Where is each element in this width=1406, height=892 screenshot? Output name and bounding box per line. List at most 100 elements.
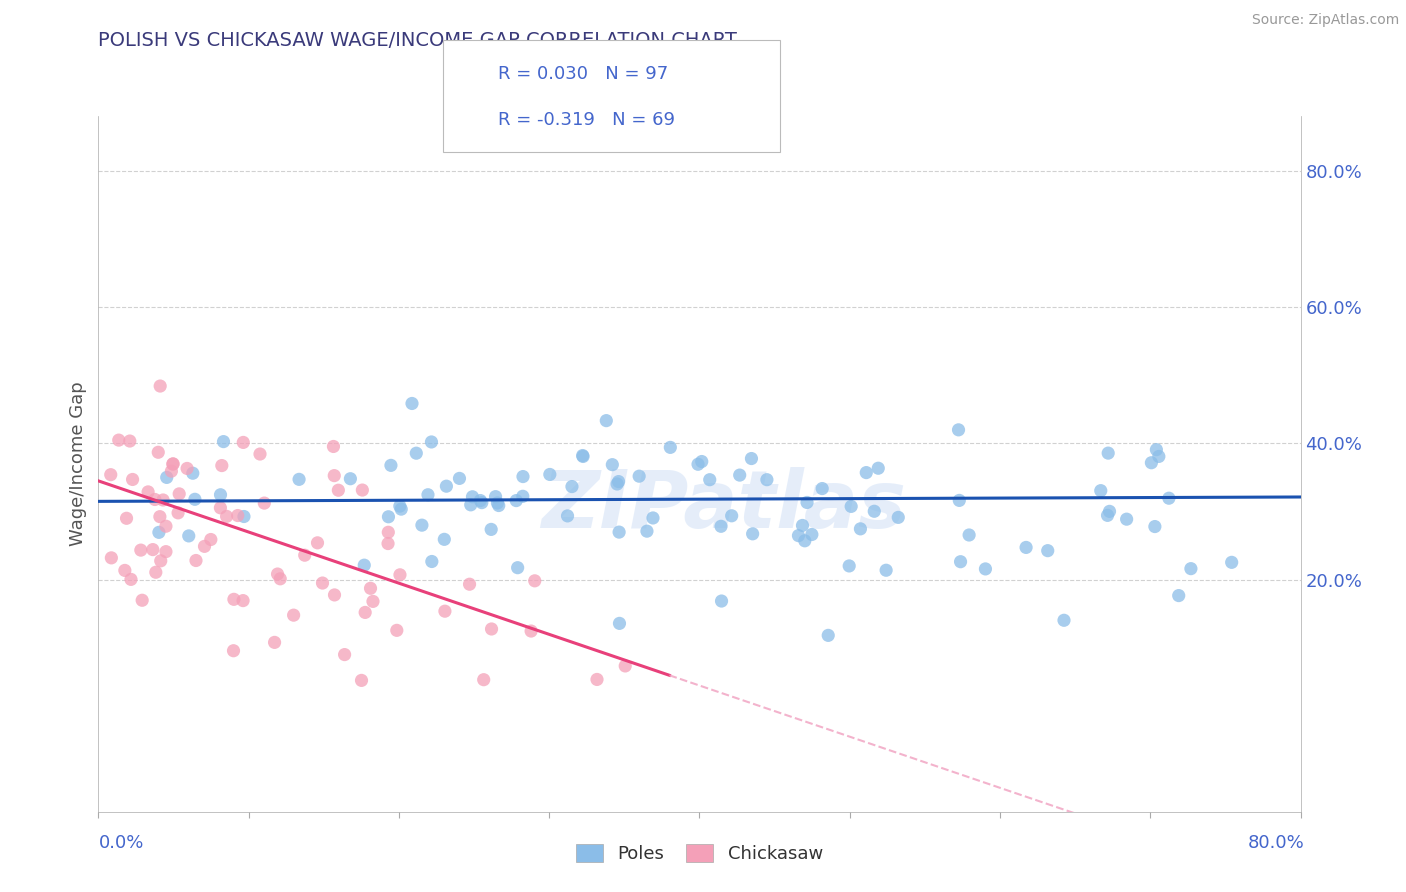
Point — [1220, 555, 1243, 569]
Point — [868, 461, 890, 475]
Point — [512, 469, 534, 483]
Point — [200, 533, 222, 547]
Text: 80.0%: 80.0% — [1249, 834, 1305, 852]
Point — [863, 504, 886, 518]
Point — [323, 468, 346, 483]
Point — [322, 440, 344, 454]
Point — [488, 499, 510, 513]
Point — [460, 498, 482, 512]
Point — [184, 492, 207, 507]
Point — [481, 622, 503, 636]
Point — [470, 493, 492, 508]
Point — [948, 423, 970, 437]
Point — [793, 533, 815, 548]
Point — [659, 441, 682, 455]
Point — [1097, 508, 1119, 523]
Point — [149, 379, 172, 393]
Point — [887, 510, 910, 524]
Point — [520, 624, 543, 638]
Point — [1053, 613, 1076, 627]
Point — [360, 582, 382, 596]
Point — [433, 604, 456, 618]
Point — [411, 518, 433, 533]
Point — [690, 454, 713, 468]
Point — [433, 533, 456, 547]
Point — [586, 673, 609, 687]
Point — [232, 593, 254, 607]
Point — [472, 673, 495, 687]
Point — [628, 469, 651, 483]
Point — [149, 554, 172, 568]
Point — [263, 635, 285, 649]
Point — [118, 434, 141, 448]
Point — [957, 528, 980, 542]
Point — [1036, 543, 1059, 558]
Point — [686, 457, 709, 471]
Point — [100, 550, 122, 565]
Point — [405, 446, 427, 460]
Point — [1180, 561, 1202, 575]
Point — [839, 500, 862, 514]
Point — [354, 606, 377, 620]
Point — [211, 458, 233, 473]
Point — [800, 527, 823, 541]
Point — [311, 576, 333, 591]
Point — [129, 543, 152, 558]
Point — [233, 509, 256, 524]
Point — [458, 577, 481, 591]
Point — [388, 567, 411, 582]
Point — [350, 673, 373, 688]
Point — [193, 540, 215, 554]
Point — [416, 488, 439, 502]
Point — [121, 473, 143, 487]
Point — [148, 525, 170, 540]
Text: ZIPatlas: ZIPatlas — [541, 467, 905, 545]
Point — [561, 479, 583, 493]
Point — [1144, 442, 1167, 457]
Point — [614, 659, 637, 673]
Point — [156, 470, 179, 484]
Point — [710, 519, 733, 533]
Point — [949, 555, 972, 569]
Point — [269, 572, 291, 586]
Point — [253, 496, 276, 510]
Point — [307, 536, 329, 550]
Point — [572, 450, 595, 464]
Point — [1090, 483, 1112, 498]
Point — [389, 502, 412, 516]
Point — [571, 449, 593, 463]
Text: R = -0.319   N = 69: R = -0.319 N = 69 — [498, 111, 675, 128]
Point — [817, 628, 839, 642]
Point — [486, 496, 509, 510]
Point — [100, 467, 122, 482]
Point — [142, 542, 165, 557]
Point — [512, 489, 534, 503]
Point — [377, 536, 399, 550]
Y-axis label: Wage/Income Gap: Wage/Income Gap — [69, 382, 87, 546]
Point — [283, 608, 305, 623]
Point — [323, 588, 346, 602]
Point — [232, 435, 254, 450]
Point — [114, 563, 136, 577]
Point — [388, 499, 411, 513]
Point — [148, 445, 170, 459]
Point — [602, 458, 624, 472]
Point — [948, 493, 970, 508]
Point — [222, 592, 245, 607]
Point — [131, 593, 153, 607]
Point — [385, 624, 408, 638]
Point — [506, 560, 529, 574]
Point — [328, 483, 350, 498]
Point — [741, 526, 763, 541]
Point — [974, 562, 997, 576]
Point — [339, 472, 361, 486]
Point — [288, 472, 311, 486]
Point — [136, 484, 159, 499]
Point — [811, 482, 834, 496]
Point — [796, 495, 818, 509]
Point — [792, 518, 814, 533]
Point — [606, 477, 628, 491]
Point — [333, 648, 356, 662]
Point — [855, 466, 877, 480]
Point — [1098, 504, 1121, 518]
